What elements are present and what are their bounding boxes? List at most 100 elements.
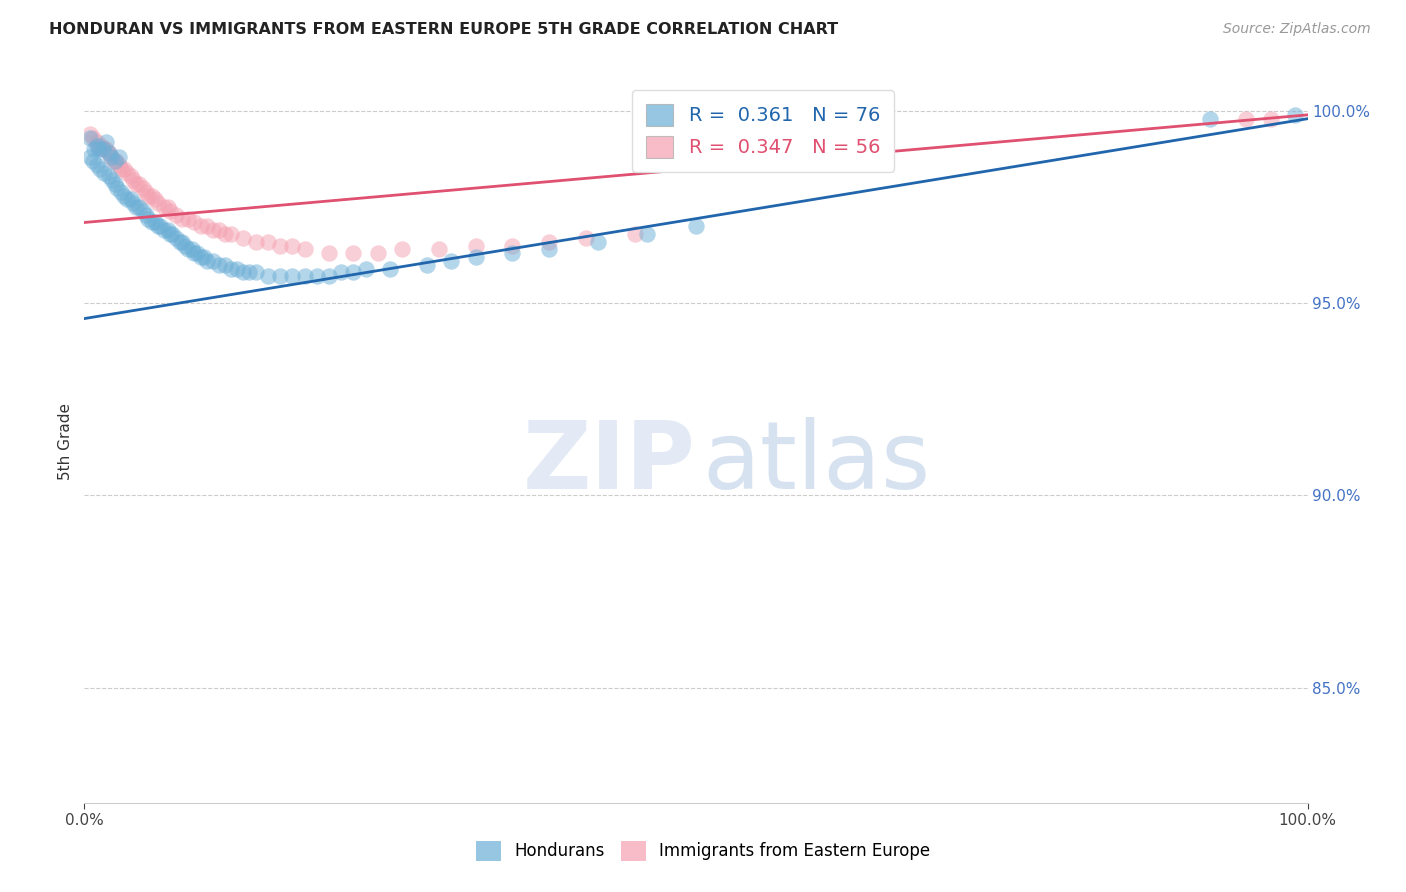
Point	[146, 219, 169, 234]
Point	[146, 196, 169, 211]
Point	[105, 181, 128, 195]
Point	[87, 143, 110, 157]
Point	[219, 227, 242, 241]
Point	[135, 185, 157, 199]
Point	[110, 185, 132, 199]
Point	[245, 265, 267, 279]
Point	[575, 231, 598, 245]
Point	[86, 135, 108, 149]
Point	[257, 235, 280, 249]
Point	[294, 243, 316, 257]
Point	[624, 227, 647, 241]
Point	[135, 208, 157, 222]
Point	[87, 138, 110, 153]
Point	[1236, 112, 1258, 126]
Point	[132, 181, 155, 195]
Point	[538, 235, 561, 249]
Point	[162, 227, 184, 241]
Point	[208, 223, 231, 237]
Point	[172, 211, 194, 226]
Point	[82, 131, 104, 145]
Point	[177, 243, 200, 257]
Point	[193, 250, 215, 264]
Point	[502, 238, 524, 252]
Point	[342, 265, 364, 279]
Point	[97, 146, 120, 161]
Point	[294, 269, 316, 284]
Point	[156, 223, 179, 237]
Point	[281, 269, 304, 284]
Text: HONDURAN VS IMMIGRANTS FROM EASTERN EUROPE 5TH GRADE CORRELATION CHART: HONDURAN VS IMMIGRANTS FROM EASTERN EURO…	[49, 22, 838, 37]
Point	[112, 161, 135, 176]
Point	[427, 243, 450, 257]
Point	[93, 143, 115, 157]
Point	[82, 153, 104, 168]
Point	[136, 188, 159, 202]
Point	[156, 200, 179, 214]
Point	[195, 219, 218, 234]
Point	[636, 227, 658, 241]
Point	[342, 246, 364, 260]
Point	[90, 138, 112, 153]
Point	[380, 261, 402, 276]
Point	[120, 169, 142, 184]
Point	[173, 238, 195, 252]
Point	[208, 258, 231, 272]
Point	[115, 193, 138, 207]
Point	[538, 243, 561, 257]
Point	[214, 258, 236, 272]
Point	[93, 165, 115, 179]
Point	[281, 238, 304, 252]
Point	[128, 177, 150, 191]
Point	[181, 243, 204, 257]
Point	[169, 235, 191, 249]
Point	[1260, 112, 1282, 126]
Point	[245, 235, 267, 249]
Point	[257, 269, 280, 284]
Point	[685, 219, 707, 234]
Point	[149, 219, 172, 234]
Point	[143, 215, 166, 229]
Point	[269, 269, 291, 284]
Point	[136, 211, 159, 226]
Legend: Hondurans, Immigrants from Eastern Europe: Hondurans, Immigrants from Eastern Europ…	[470, 834, 936, 868]
Point	[183, 246, 205, 260]
Text: atlas: atlas	[702, 417, 931, 509]
Point	[104, 177, 127, 191]
Point	[440, 254, 463, 268]
Point	[201, 223, 224, 237]
Point	[91, 143, 114, 157]
Point	[190, 250, 212, 264]
Point	[86, 158, 108, 172]
Point	[101, 173, 124, 187]
Point	[1284, 108, 1306, 122]
Point	[153, 200, 176, 214]
Point	[141, 215, 163, 229]
Point	[110, 161, 132, 176]
Point	[464, 238, 486, 252]
Point	[103, 153, 125, 168]
Point	[97, 169, 120, 184]
Point	[318, 269, 340, 284]
Point	[318, 246, 340, 260]
Point	[195, 254, 218, 268]
Point	[464, 250, 486, 264]
Point	[416, 258, 439, 272]
Y-axis label: 5th Grade: 5th Grade	[58, 403, 73, 480]
Point	[367, 246, 389, 260]
Point	[97, 146, 120, 161]
Point	[141, 188, 163, 202]
Point	[79, 150, 101, 164]
Point	[226, 261, 249, 276]
Point	[159, 227, 181, 241]
Point	[232, 231, 254, 245]
Point	[201, 254, 224, 268]
Point	[186, 246, 208, 260]
Point	[100, 150, 122, 164]
Point	[190, 219, 212, 234]
Point	[105, 153, 128, 168]
Point	[107, 158, 129, 172]
Point	[115, 165, 138, 179]
Point	[107, 150, 129, 164]
Point	[125, 177, 148, 191]
